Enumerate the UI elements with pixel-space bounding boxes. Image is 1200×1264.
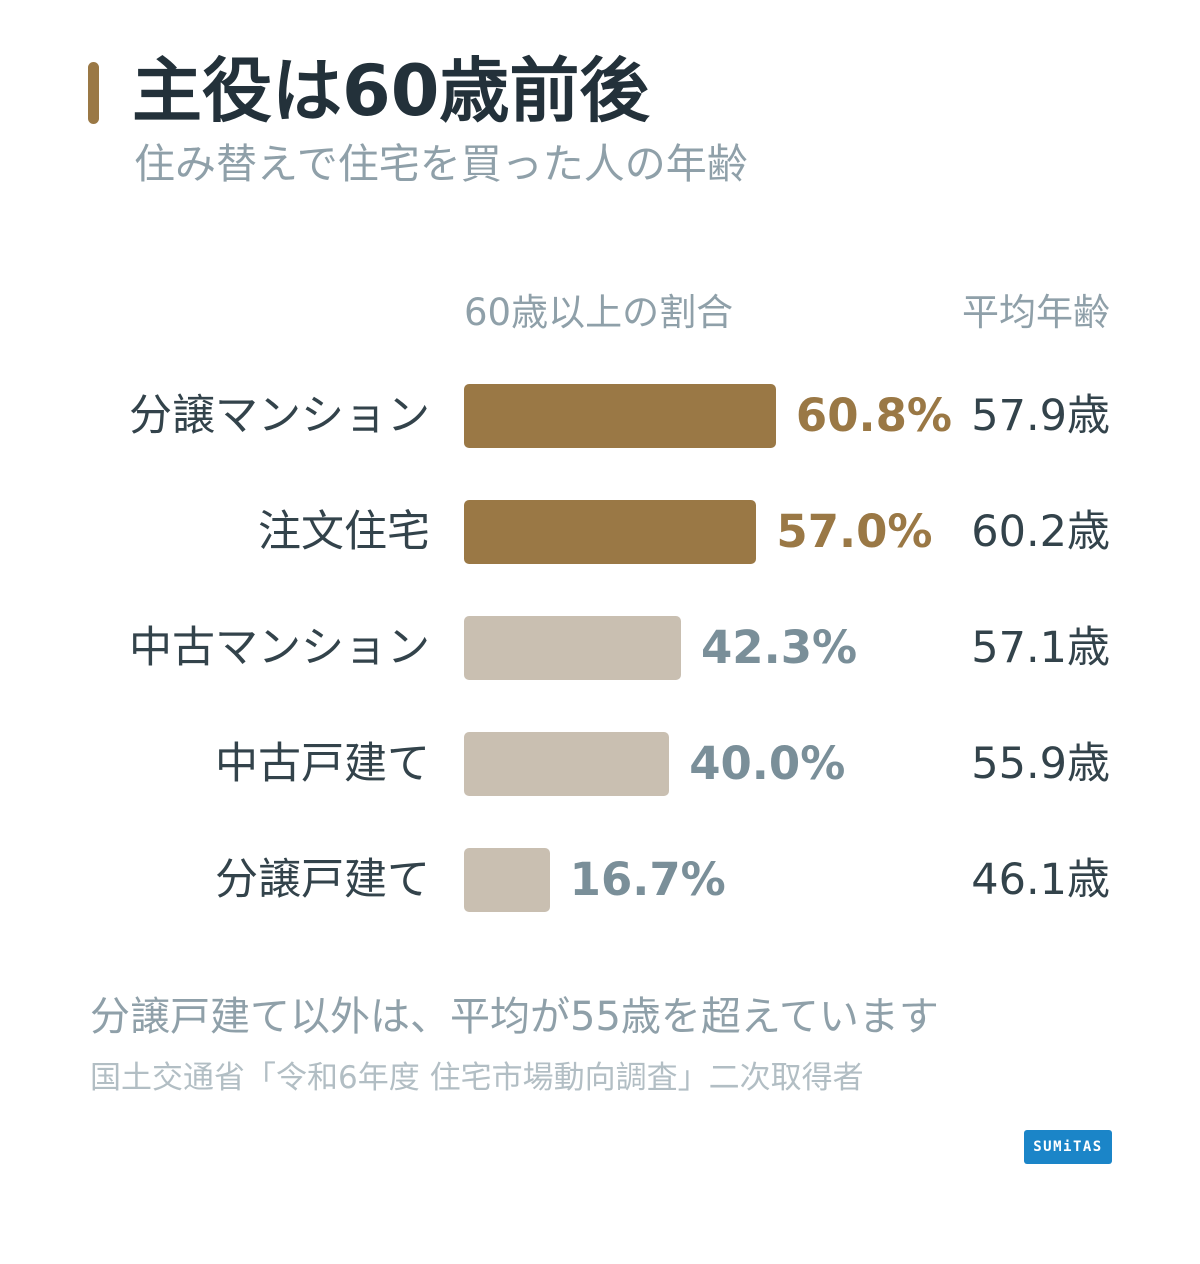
column-header-share: 60歳以上の割合 — [464, 291, 734, 334]
bar — [464, 732, 670, 796]
avg-age-value: 57.9歳 — [971, 391, 1110, 441]
share-value-label: 40.0% — [689, 737, 846, 790]
avg-age-value: 46.1歳 — [971, 855, 1110, 905]
chart-subtitle: 住み替えで住宅を買った人の年齢 — [134, 140, 748, 188]
category-label: 分譲マンション — [129, 391, 430, 441]
bar — [464, 500, 757, 564]
category-label: 分譲戸建て — [215, 855, 430, 905]
avg-age-value: 55.9歳 — [971, 739, 1110, 789]
chart-title: 主役は60歳前後 — [132, 50, 650, 132]
sumitas-logo: SUMiTAS — [1024, 1130, 1112, 1164]
category-label: 中古マンション — [129, 623, 430, 673]
bar-row: 分譲マンション 60.8% 57.9歳 — [0, 384, 1200, 448]
bar-row: 分譲戸建て 16.7% 46.1歳 — [0, 848, 1200, 912]
bar — [464, 848, 550, 912]
bar — [464, 384, 776, 448]
bar-row: 注文住宅 57.0% 60.2歳 — [0, 500, 1200, 564]
source-citation: 国土交通省「令和6年度 住宅市場動向調査」二次取得者 — [90, 1060, 864, 1096]
category-label: 中古戸建て — [215, 739, 430, 789]
title-accent-bar — [88, 62, 99, 124]
share-value-label: 57.0% — [776, 505, 933, 558]
category-label: 注文住宅 — [258, 507, 430, 557]
footnote: 分譲戸建て以外は、平均が55歳を超えています — [90, 994, 939, 1040]
bar-row: 中古マンション 42.3% 57.1歳 — [0, 616, 1200, 680]
column-header-avg-age: 平均年齢 — [962, 291, 1110, 334]
share-value-label: 60.8% — [795, 389, 953, 442]
avg-age-value: 60.2歳 — [971, 507, 1110, 557]
share-value-label: 16.7% — [569, 853, 726, 906]
share-value-label: 42.3% — [700, 621, 858, 674]
avg-age-value: 57.1歳 — [971, 623, 1110, 673]
bar-row: 中古戸建て 40.0% 55.9歳 — [0, 732, 1200, 796]
bar — [464, 616, 681, 680]
